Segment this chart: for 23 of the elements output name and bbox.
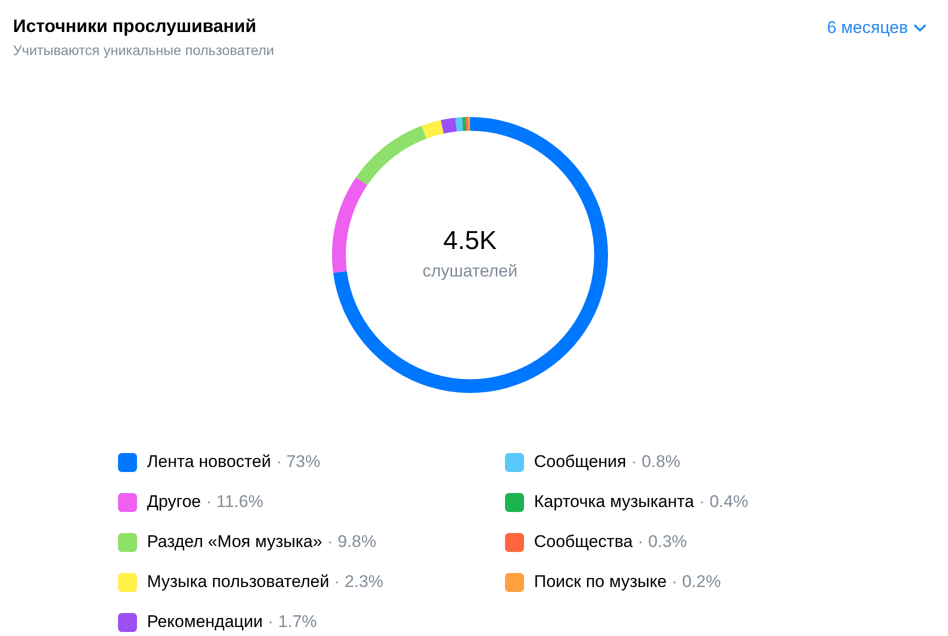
data-label: · 2.3% [334, 572, 384, 592]
data-label: · 0.8% [631, 452, 680, 472]
text: 4.5K [443, 225, 498, 256]
legend-label: Другое [147, 492, 202, 512]
chart-title: Источники прослушиваний [13, 16, 256, 37]
legend-label: Лента новостей [147, 452, 271, 472]
legend-label: Рекомендации [147, 612, 263, 632]
text: 6 месяцев [826, 18, 908, 38]
chart-subtitle: Учитываются уникальные пользователи [13, 42, 274, 58]
legend-label: Музыка пользователей [147, 572, 330, 592]
data-label: · 1.7% [268, 612, 317, 632]
data-label: · 0.4% [699, 492, 748, 512]
text: слушателей [422, 262, 518, 281]
data-label: · 11.6% [206, 492, 264, 512]
legend-label: Раздел «Моя музыка» [147, 532, 322, 552]
data-label: · 0.3% [638, 532, 687, 552]
legend-label: Поиск по музыке [534, 572, 667, 592]
data-label: · 73% [276, 452, 320, 472]
data-label: · 9.8% [327, 532, 376, 552]
legend-label: Сообщества [534, 532, 633, 552]
data-label: · 0.2% [672, 572, 721, 592]
legend-label: Карточка музыканта [534, 492, 694, 512]
legend-label: Сообщения [534, 452, 626, 472]
